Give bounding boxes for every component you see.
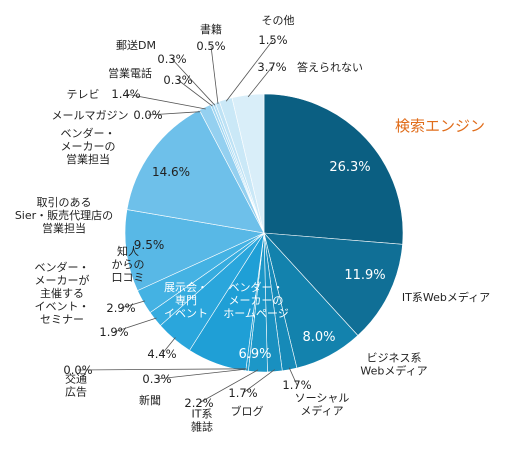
leader-line	[242, 369, 275, 394]
leader-line	[225, 39, 274, 102]
slice-label: ベンダー・メーカーのホームページ	[223, 280, 288, 320]
leader-line	[247, 66, 273, 98]
slice-value-label: 0.0%	[63, 363, 92, 377]
leader-line	[113, 317, 157, 333]
slice-value-label: 26.3%	[329, 160, 370, 175]
slice-value-label: 6.9%	[238, 347, 271, 362]
slice-label: 取引のある Sier・販売代理店の営業担当	[15, 195, 113, 235]
pie-slice	[124, 209, 266, 291]
slice-value-label: 2.2%	[184, 396, 213, 410]
slice-label: 交通広告	[65, 372, 87, 399]
slice-value-label: 8.0%	[302, 330, 335, 345]
leader-line	[210, 45, 219, 105]
slice-value-label: 0.3%	[163, 73, 192, 87]
slice-value-label: 4.4%	[147, 347, 176, 361]
slice-label: ベンダー・メーカーが主催するイベント・セミナー	[35, 260, 90, 326]
slice-label: ブログ	[231, 404, 264, 418]
slice-label: 検索エンジン	[395, 117, 485, 135]
slice-label: メールマガジン	[52, 109, 129, 122]
slice-value-label: 2.9%	[106, 301, 135, 315]
slice-label: IT系Webメディア	[402, 290, 490, 304]
leader-line	[161, 337, 176, 355]
slice-label: ベンダー・メーカーの営業担当	[61, 126, 116, 166]
leader-line	[147, 111, 201, 116]
slice-label: IT系雑誌	[191, 408, 213, 434]
slice-value-label: 3.7%	[257, 60, 286, 74]
slice-value-label: 14.6%	[152, 165, 190, 179]
pie-slice	[126, 109, 265, 234]
slice-value-label: 1.4%	[111, 87, 140, 101]
slice-label: その他	[262, 14, 295, 27]
slice-label: ビジネス系 Webメディア	[360, 352, 427, 378]
slice-label: 知人からの口コミ	[112, 244, 145, 284]
slice-label: 書籍	[200, 22, 222, 36]
slice-value-label: 1.9%	[99, 325, 128, 339]
slice-value-label: 0.5%	[196, 39, 225, 53]
slice-value-label: 1.7%	[282, 378, 311, 392]
pie-slice	[263, 232, 403, 336]
leader-line	[288, 367, 298, 386]
slice-label: 答えられない	[297, 60, 363, 74]
slice-label: 展示会・専門イベント	[164, 281, 208, 320]
slice-label: テレビ	[67, 88, 100, 101]
pie-slice	[231, 93, 265, 234]
leader-line	[125, 93, 206, 110]
slice-label: 郵送DM	[116, 38, 156, 52]
slice-value-label: 9.5%	[134, 238, 165, 252]
leader-line	[171, 58, 216, 106]
slice-value-label: 0.3%	[157, 52, 186, 66]
leader-line	[120, 300, 146, 309]
leader-line	[177, 79, 213, 107]
slice-value-label: 0.3%	[142, 372, 171, 386]
slice-value-label: 11.9%	[344, 268, 385, 283]
slice-value-label: 1.7%	[228, 386, 257, 400]
slice-value-label: 0.0%	[133, 108, 162, 122]
leader-line	[156, 368, 248, 380]
slice-label: 営業電話	[108, 66, 152, 80]
leader-line	[77, 368, 247, 371]
slice-label: 新聞	[139, 393, 161, 407]
slice-label: ソーシャルメディア	[295, 392, 350, 418]
leader-line	[198, 369, 259, 404]
pie-slice	[263, 93, 404, 245]
slice-value-label: 1.5%	[258, 33, 287, 47]
